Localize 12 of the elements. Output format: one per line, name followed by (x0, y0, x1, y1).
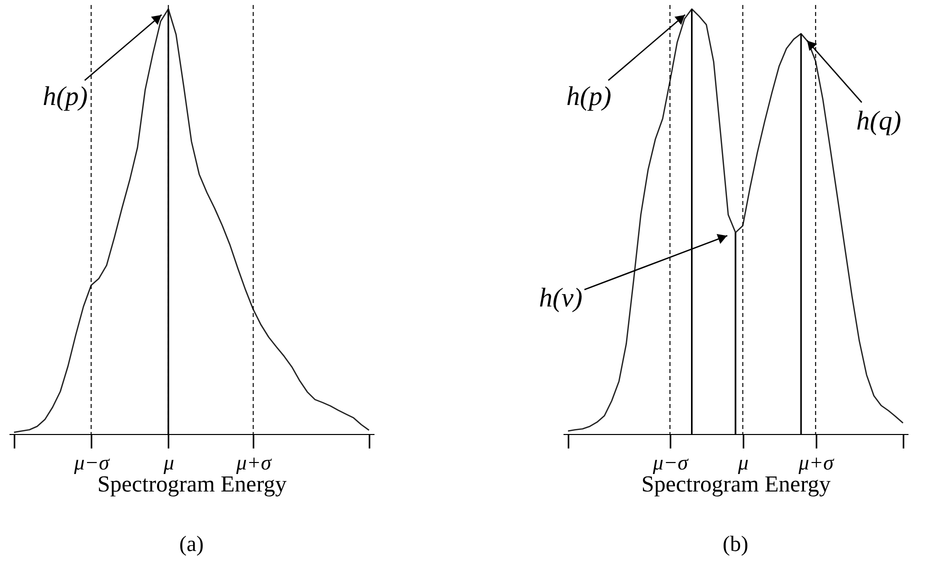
x-tick-label: μ+σ (798, 450, 836, 474)
text: (b) (722, 531, 748, 556)
annotation: h(p) (42, 81, 88, 111)
x-tick-label: μ (162, 450, 174, 474)
x-tick-label: μ−σ (652, 450, 690, 474)
annotation: h(q) (856, 106, 902, 136)
x-tick-label: μ+σ (235, 450, 273, 474)
x-tick-label: μ (737, 450, 749, 474)
annotation: h(p) (566, 81, 612, 111)
x-tick-label: μ−σ (73, 450, 111, 474)
annotation: h(v) (538, 282, 582, 313)
text: (a) (179, 531, 204, 556)
